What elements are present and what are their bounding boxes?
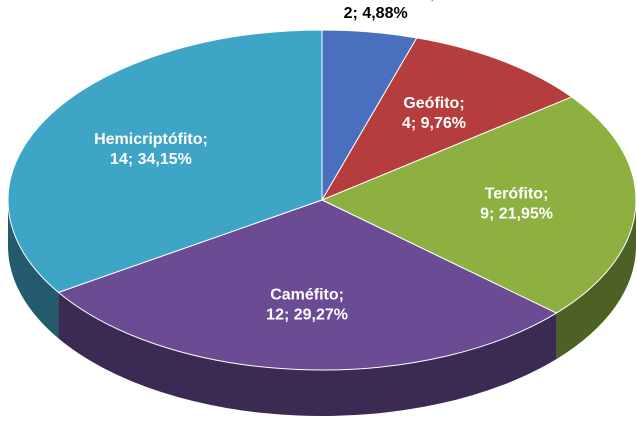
slice-value-label: 2; 4,88% [344,5,408,22]
pie-side [8,200,59,339]
slice-value-label: 14; 34,15% [110,151,192,168]
slice-label: Caméfito; [270,286,344,303]
pie-slice [7,29,323,293]
pie-slice [320,37,573,202]
slice-label: Terófito; [485,185,549,202]
pie-side [58,292,557,416]
slice-value-label: 12; 29,27% [266,306,348,323]
slice-value-label: 9; 21,95% [480,205,553,222]
pie-slice [320,96,637,314]
slice-label: Hemicriptófito; [94,131,208,148]
pie-side [556,200,636,360]
slice-label: Geófito; [403,95,464,112]
pie-slice [57,199,558,371]
slice-value-label: 4; 9,76% [402,115,466,132]
slice-label: Nanofanerófito; [316,0,435,2]
